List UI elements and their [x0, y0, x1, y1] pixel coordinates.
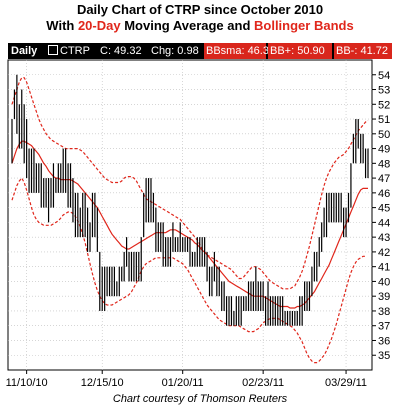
legend-close: C: 49.32	[100, 45, 142, 57]
subtitle-and: and	[223, 18, 254, 33]
y-tick-label: 35	[378, 350, 390, 362]
chart-legend-bar: Daily CTRP C: 49.32 Chg: 0.98 BBsma: 46.…	[8, 43, 392, 59]
chart-title: Daily Chart of CTRP since October 2010	[76, 2, 324, 17]
y-tick-label: 46	[378, 188, 390, 200]
y-tick-label: 47	[378, 173, 390, 185]
x-tick-label: 03/29/11	[325, 377, 367, 389]
y-tick-label: 50	[378, 129, 390, 141]
y-tick-label: 52	[378, 99, 390, 111]
y-tick-label: 43	[378, 232, 390, 244]
y-tick-label: 54	[378, 70, 390, 82]
chart-credit: Chart courtesy of Thomson Reuters	[112, 393, 288, 405]
y-tick-label: 49	[378, 144, 390, 156]
y-tick-label: 42	[378, 247, 390, 259]
x-tick-label: 12/15/10	[81, 377, 124, 389]
legend-symbol: CTRP	[60, 45, 90, 57]
subtitle-bollinger: Bollinger Bands	[254, 18, 354, 33]
plot-area	[7, 59, 373, 371]
y-tick-label: 36	[378, 335, 390, 347]
x-tick-label: 11/10/10	[6, 377, 48, 389]
legend-price-swatch	[48, 45, 58, 55]
y-tick-label: 44	[378, 217, 390, 229]
y-tick-label: 40	[378, 276, 390, 288]
subtitle-prefix: With	[46, 18, 78, 33]
bollinger-lower-line	[11, 177, 366, 364]
y-tick-label: 53	[378, 85, 390, 97]
legend-bb-lower: BB-: 41.72	[334, 43, 392, 59]
legend-period: Daily	[11, 45, 38, 57]
y-tick-label: 45	[378, 203, 390, 215]
legend-symbol-box: CTRP	[48, 43, 90, 59]
x-tick-label: 02/23/11	[242, 377, 284, 389]
y-tick-label: 48	[378, 158, 390, 170]
x-tick-label: 01/20/11	[162, 377, 204, 389]
chart-subtitle: With 20-Day Moving Average and Bollinger…	[0, 18, 400, 33]
y-tick-label: 37	[378, 321, 390, 333]
y-tick-label: 38	[378, 306, 390, 318]
subtitle-ma-period: 20-Day	[77, 18, 121, 33]
y-tick-label: 41	[378, 262, 390, 274]
y-tick-label: 51	[378, 114, 390, 126]
legend-bb-upper: BB+: 50.90	[268, 43, 332, 59]
subtitle-ma-label: Moving Average	[120, 18, 224, 33]
bollinger-upper-line	[11, 77, 369, 290]
legend-change: Chg: 0.98	[151, 45, 199, 57]
legend-bbsma: BBsma: 46.31	[204, 43, 276, 59]
y-tick-label: 39	[378, 291, 390, 303]
